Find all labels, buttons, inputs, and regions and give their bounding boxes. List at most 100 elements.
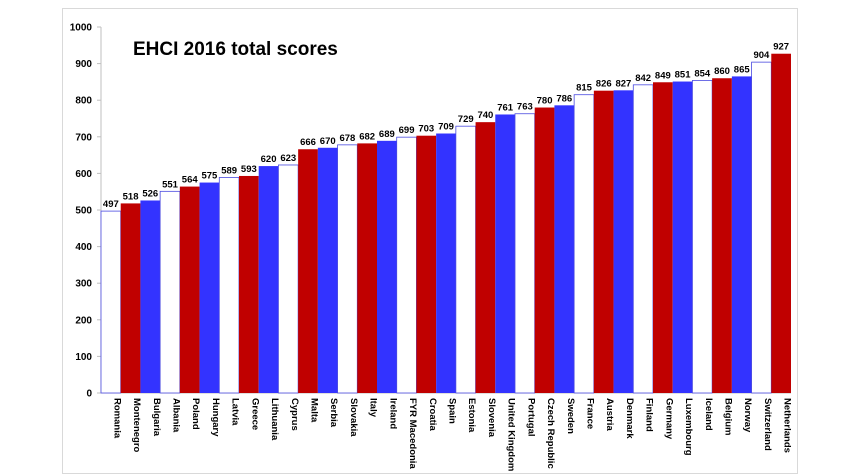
value-label: 564 <box>182 175 199 186</box>
y-ticks: 0 100 200 300 400 500 600 700 800 900 1000 <box>70 23 101 400</box>
value-label: 763 <box>517 102 533 113</box>
value-label: 670 <box>320 136 336 147</box>
bar-estonia <box>455 125 476 394</box>
value-label: 703 <box>418 124 434 135</box>
category-label: Lithuania <box>269 398 280 441</box>
bar-france <box>573 94 595 394</box>
y-tick-label: 0 <box>86 389 92 400</box>
bar-italy <box>357 143 377 393</box>
bar-finland <box>632 84 654 394</box>
category-label: Estonia <box>466 398 477 433</box>
value-label: 904 <box>753 50 770 61</box>
bars <box>100 53 791 394</box>
y-tick-label: 300 <box>75 279 92 290</box>
category-label: Cyprus <box>289 398 300 431</box>
category-label: Norway <box>742 398 753 433</box>
value-label: 497 <box>103 199 119 210</box>
value-label: 860 <box>714 66 730 77</box>
bar-fyr-macedonia <box>396 136 417 394</box>
y-tick-label: 600 <box>75 169 92 180</box>
value-label: 551 <box>162 179 179 190</box>
value-label: 740 <box>477 110 493 121</box>
value-label: 518 <box>123 191 139 202</box>
chart-frame <box>62 8 798 474</box>
bar-switzerland <box>751 61 772 394</box>
category-label: Sweden <box>565 398 576 434</box>
bar-germany <box>653 82 673 394</box>
y-tick-label: 400 <box>75 242 92 253</box>
bar-spain <box>436 133 456 394</box>
value-label: 689 <box>379 129 395 140</box>
category-label: Montenegro <box>131 398 142 453</box>
category-label: Finland <box>644 398 655 432</box>
value-label: 927 <box>773 42 789 53</box>
category-label: Austria <box>604 398 615 431</box>
category-label: Poland <box>190 398 201 430</box>
category-label: Ireland <box>387 398 398 429</box>
y-tick-label: 200 <box>75 315 92 326</box>
category-label: Germany <box>663 398 674 440</box>
value-label: 699 <box>399 125 415 136</box>
y-tick-label: 700 <box>75 132 92 143</box>
bar-iceland <box>692 80 713 394</box>
category-label: Switzerland <box>762 398 773 451</box>
bar-greece <box>239 175 259 393</box>
value-label: 593 <box>241 164 257 175</box>
category-label: United Kingdom <box>506 398 517 471</box>
category-label: Czech Republic <box>545 398 556 469</box>
bar-united-kingdom <box>495 114 515 393</box>
value-label: 827 <box>615 78 631 89</box>
bar-austria <box>593 90 614 394</box>
value-label: 620 <box>261 154 277 165</box>
bar-croatia <box>416 135 437 393</box>
category-label: Spain <box>447 398 458 424</box>
value-label: 575 <box>201 171 218 182</box>
bar-norway <box>731 76 752 393</box>
category-label: Greece <box>249 398 260 430</box>
category-label: Albania <box>171 398 182 433</box>
value-labels: 497 518 526 551 564 575 589 593 620 623 666 670 678 6… <box>103 42 789 210</box>
value-label: 682 <box>359 131 375 142</box>
bar-montenegro <box>120 203 141 393</box>
bar-denmark <box>613 90 634 394</box>
value-label: 666 <box>300 137 316 148</box>
chart-title: EHCI 2016 total scores <box>133 39 338 60</box>
category-label: FYR Macedonia <box>407 398 418 469</box>
value-label: 589 <box>221 165 237 176</box>
value-label: 854 <box>694 68 711 79</box>
bar-bulgaria <box>140 200 161 393</box>
y-tick-label: 800 <box>75 96 92 107</box>
value-label: 623 <box>280 153 296 164</box>
category-label: Hungary <box>210 398 221 437</box>
bar-serbia <box>317 147 338 393</box>
category-label: Slovenia <box>486 398 497 438</box>
bar-albania <box>159 190 181 394</box>
bar-lithuania <box>258 166 279 393</box>
value-label: 786 <box>556 93 572 104</box>
value-label: 729 <box>458 114 474 125</box>
bar-latvia <box>218 177 240 394</box>
value-label: 678 <box>339 133 355 144</box>
value-label: 851 <box>675 70 692 81</box>
bar-malta <box>298 149 318 393</box>
category-label: Italy <box>368 398 379 418</box>
value-label: 865 <box>734 64 751 75</box>
category-label: Luxembourg <box>683 398 694 456</box>
category-label: Iceland <box>703 398 714 431</box>
category-label: Netherlands <box>782 398 793 453</box>
value-label: 849 <box>655 70 671 81</box>
bar-hungary <box>199 182 220 393</box>
category-label: France <box>585 398 596 429</box>
category-label: Latvia <box>230 398 241 426</box>
y-tick-label: 900 <box>75 59 92 70</box>
category-label: Portugal <box>525 398 536 437</box>
category-label: Malta <box>309 398 320 423</box>
y-tick-label: 500 <box>75 206 92 217</box>
category-label: Slovakia <box>348 398 359 437</box>
category-label: Denmark <box>624 398 635 439</box>
bar-cyprus <box>278 164 299 394</box>
bar-czech-republic <box>534 107 555 394</box>
value-label: 815 <box>576 83 593 94</box>
category-labels: Romania Montenegro Bulgaria Albania Poland Hu… <box>111 398 792 471</box>
bar-romania <box>100 210 122 394</box>
